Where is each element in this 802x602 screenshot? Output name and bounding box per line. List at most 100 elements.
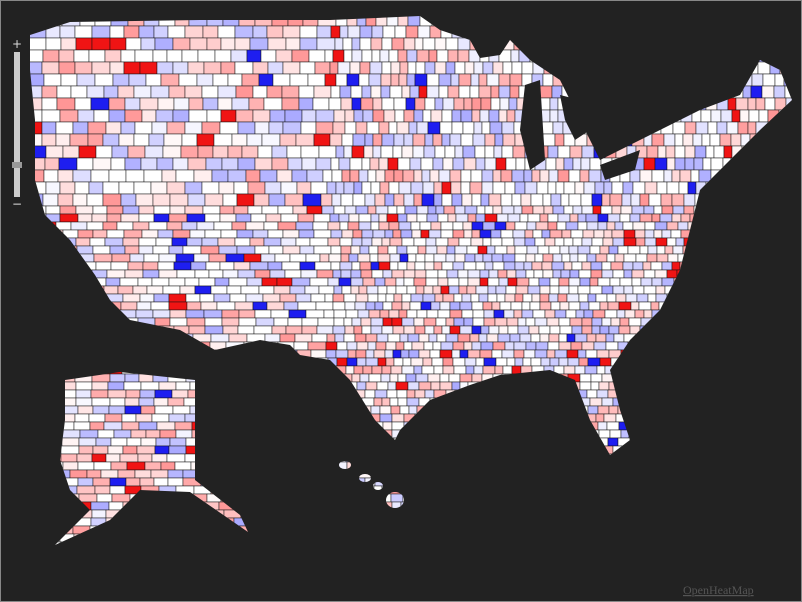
county[interactable] xyxy=(463,229,473,239)
county[interactable] xyxy=(432,285,442,295)
county[interactable] xyxy=(200,301,218,311)
county[interactable] xyxy=(41,97,58,111)
county[interactable] xyxy=(629,213,641,223)
county[interactable] xyxy=(125,169,145,183)
county[interactable] xyxy=(558,285,570,295)
county[interactable] xyxy=(630,193,641,207)
county[interactable] xyxy=(379,413,393,423)
county[interactable] xyxy=(124,397,140,407)
county[interactable] xyxy=(263,97,283,111)
county[interactable] xyxy=(197,49,216,63)
county[interactable] xyxy=(479,229,492,239)
county[interactable] xyxy=(241,145,259,159)
county[interactable] xyxy=(526,221,537,231)
county[interactable] xyxy=(75,37,93,51)
county[interactable] xyxy=(110,461,128,471)
county[interactable] xyxy=(90,97,110,111)
county[interactable] xyxy=(389,397,399,407)
county[interactable] xyxy=(524,181,538,195)
county[interactable] xyxy=(113,429,132,439)
county[interactable] xyxy=(351,37,361,51)
county[interactable] xyxy=(59,213,79,223)
county[interactable] xyxy=(498,277,509,287)
county[interactable] xyxy=(344,301,356,311)
county[interactable] xyxy=(365,333,378,343)
county[interactable] xyxy=(122,205,140,215)
county[interactable] xyxy=(74,25,93,39)
county[interactable] xyxy=(172,109,190,123)
county[interactable] xyxy=(470,169,483,183)
county[interactable] xyxy=(510,49,520,63)
county[interactable] xyxy=(582,229,595,239)
county[interactable] xyxy=(59,109,79,123)
county[interactable] xyxy=(525,253,536,263)
county[interactable] xyxy=(74,97,92,111)
county[interactable] xyxy=(441,261,454,271)
county[interactable] xyxy=(543,205,554,215)
county[interactable] xyxy=(586,333,597,343)
county[interactable] xyxy=(138,245,154,255)
county[interactable] xyxy=(227,169,247,183)
county[interactable] xyxy=(559,325,573,335)
county[interactable] xyxy=(41,121,57,135)
county[interactable] xyxy=(449,301,461,311)
county[interactable] xyxy=(301,157,317,171)
county[interactable] xyxy=(88,49,106,63)
county[interactable] xyxy=(341,285,352,295)
county[interactable] xyxy=(168,277,186,287)
county[interactable] xyxy=(671,261,681,271)
county[interactable] xyxy=(336,341,348,351)
county[interactable] xyxy=(664,245,674,255)
county[interactable] xyxy=(550,193,562,207)
county[interactable] xyxy=(692,133,703,147)
county[interactable] xyxy=(312,97,330,111)
county[interactable] xyxy=(112,73,130,87)
county[interactable] xyxy=(475,157,486,171)
county[interactable] xyxy=(281,97,300,111)
county[interactable] xyxy=(186,317,206,327)
county[interactable] xyxy=(441,325,451,335)
county[interactable] xyxy=(362,277,376,287)
zoom-slider[interactable] xyxy=(14,52,20,197)
county[interactable] xyxy=(41,109,61,123)
county[interactable] xyxy=(597,221,608,231)
county[interactable] xyxy=(554,237,565,247)
county[interactable] xyxy=(168,301,188,311)
county[interactable] xyxy=(399,405,410,415)
county[interactable] xyxy=(289,73,309,87)
county[interactable] xyxy=(448,285,460,295)
county[interactable] xyxy=(471,341,482,351)
county[interactable] xyxy=(235,213,252,223)
county[interactable] xyxy=(397,213,408,223)
county[interactable] xyxy=(514,221,528,231)
county[interactable] xyxy=(638,301,652,311)
county[interactable] xyxy=(381,325,394,335)
county[interactable] xyxy=(142,269,160,279)
county[interactable] xyxy=(166,221,183,231)
county[interactable] xyxy=(369,157,380,171)
county[interactable] xyxy=(339,237,353,247)
county[interactable] xyxy=(372,145,382,159)
county[interactable] xyxy=(425,237,437,247)
county[interactable] xyxy=(521,205,534,215)
county[interactable] xyxy=(409,157,422,171)
county[interactable] xyxy=(148,221,168,231)
county[interactable] xyxy=(481,169,494,183)
county[interactable] xyxy=(577,349,587,359)
county[interactable] xyxy=(517,325,530,335)
county[interactable] xyxy=(663,133,676,147)
county[interactable] xyxy=(455,213,469,223)
county[interactable] xyxy=(482,61,494,75)
county[interactable] xyxy=(451,121,464,135)
county[interactable] xyxy=(585,349,598,359)
county[interactable] xyxy=(301,325,318,335)
county[interactable] xyxy=(77,461,95,471)
county[interactable] xyxy=(227,145,243,159)
county[interactable] xyxy=(399,61,409,75)
county[interactable] xyxy=(330,245,342,255)
county[interactable] xyxy=(632,285,645,295)
county[interactable] xyxy=(682,133,694,147)
county[interactable] xyxy=(591,237,604,247)
county[interactable] xyxy=(525,317,536,327)
county[interactable] xyxy=(501,121,515,135)
